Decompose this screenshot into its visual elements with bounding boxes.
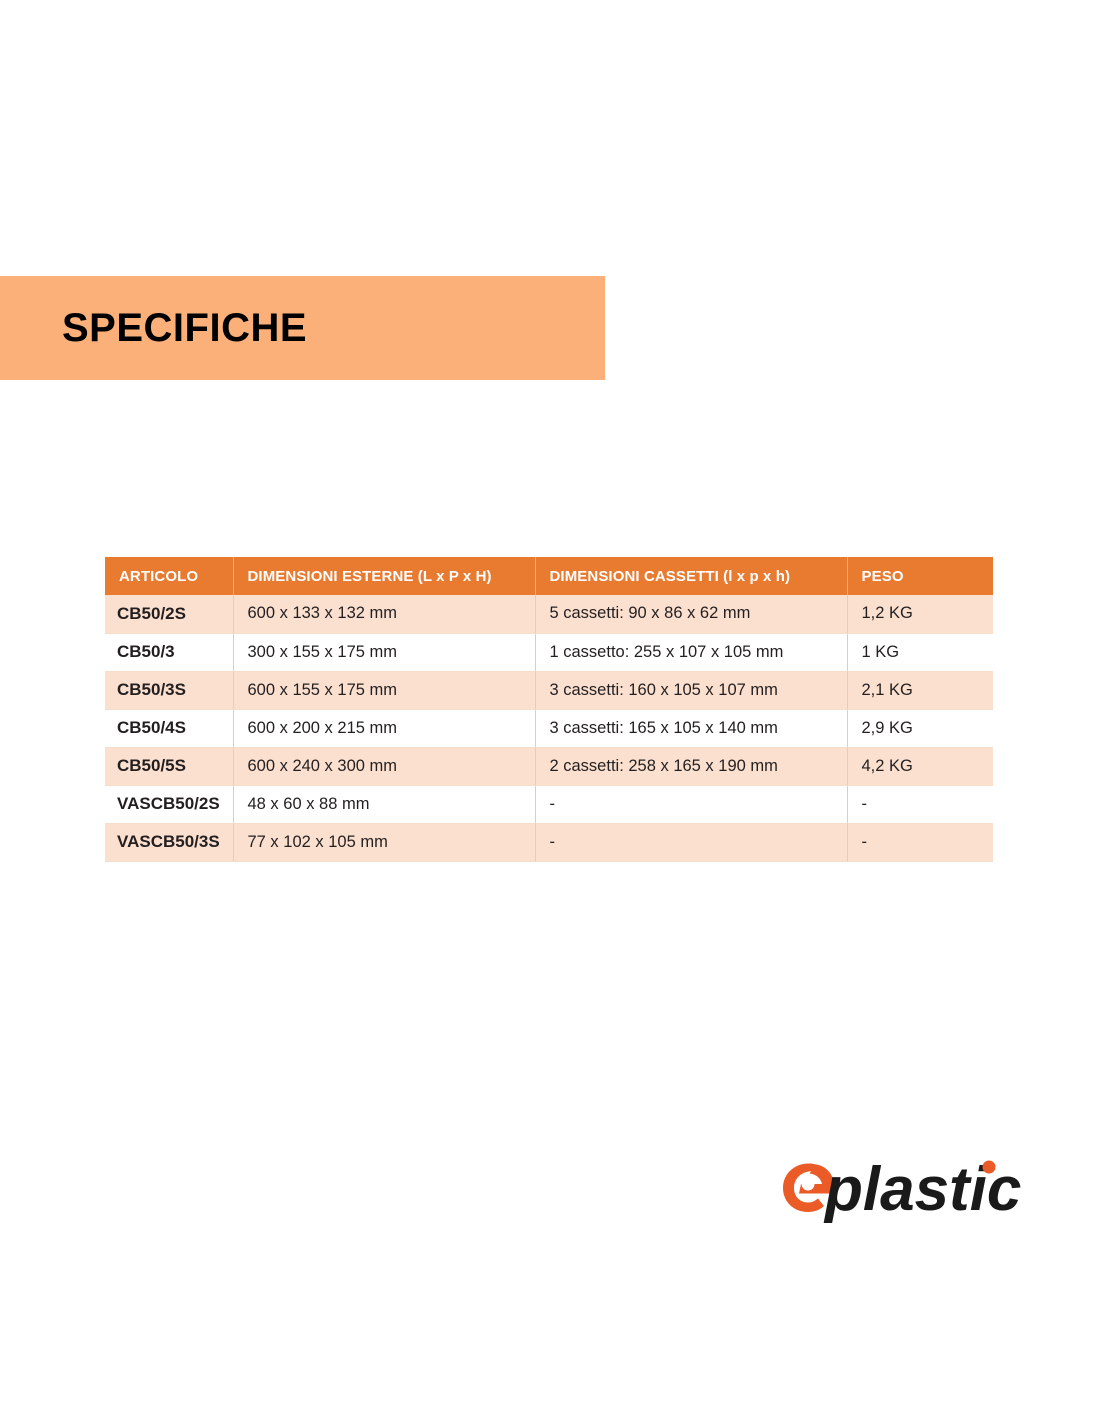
table-row: CB50/5S 600 x 240 x 300 mm 2 cassetti: 2…	[105, 747, 993, 786]
cell-peso: 2,1 KG	[847, 671, 993, 710]
specifications-table: ARTICOLO DIMENSIONI ESTERNE (L x P x H) …	[105, 557, 993, 862]
cell-dimensioni-esterne: 300 x 155 x 175 mm	[233, 633, 536, 672]
cell-dimensioni-cassetti: 3 cassetti: 160 x 105 x 107 mm	[535, 671, 848, 710]
cell-dimensioni-cassetti: -	[535, 785, 848, 824]
table-row: CB50/2S 600 x 133 x 132 mm 5 cassetti: 9…	[105, 595, 993, 634]
cell-peso: -	[847, 823, 993, 862]
cell-peso: -	[847, 785, 993, 824]
spec-table-container: ARTICOLO DIMENSIONI ESTERNE (L x P x H) …	[105, 557, 993, 862]
column-header-articolo: ARTICOLO	[105, 557, 234, 595]
cell-articolo: CB50/5S	[105, 747, 234, 786]
eplastic-e-swirl-icon	[783, 1163, 834, 1212]
cell-articolo: CB50/3S	[105, 671, 234, 710]
table-row: VASCB50/3S 77 x 102 x 105 mm - -	[105, 823, 993, 862]
table-header: ARTICOLO DIMENSIONI ESTERNE (L x P x H) …	[105, 557, 993, 595]
cell-peso: 1 KG	[847, 633, 993, 672]
table-row: CB50/3 300 x 155 x 175 mm 1 cassetto: 25…	[105, 633, 993, 672]
cell-dimensioni-esterne: 600 x 155 x 175 mm	[233, 671, 536, 710]
cell-dimensioni-cassetti: 5 cassetti: 90 x 86 x 62 mm	[535, 595, 848, 634]
cell-articolo: VASCB50/2S	[105, 785, 234, 824]
column-header-dimensioni-cassetti: DIMENSIONI CASSETTI (l x p x h)	[535, 557, 848, 595]
specifiche-banner: SPECIFICHE	[0, 276, 605, 380]
cell-dimensioni-esterne: 77 x 102 x 105 mm	[233, 823, 536, 862]
page-title: SPECIFICHE	[62, 305, 308, 350]
cell-dimensioni-cassetti: 2 cassetti: 258 x 165 x 190 mm	[535, 747, 848, 786]
cell-dimensioni-cassetti: 3 cassetti: 165 x 105 x 140 mm	[535, 709, 848, 748]
cell-dimensioni-esterne: 600 x 200 x 215 mm	[233, 709, 536, 748]
cell-dimensioni-esterne: 600 x 133 x 132 mm	[233, 595, 536, 634]
cell-articolo: VASCB50/3S	[105, 823, 234, 862]
cell-dimensioni-cassetti: 1 cassetto: 255 x 107 x 105 mm	[535, 633, 848, 672]
cell-articolo: CB50/4S	[105, 709, 234, 748]
table-body: CB50/2S 600 x 133 x 132 mm 5 cassetti: 9…	[105, 595, 993, 862]
cell-articolo: CB50/2S	[105, 595, 234, 634]
logo-i-dot-icon	[982, 1160, 996, 1174]
table-row: CB50/4S 600 x 200 x 215 mm 3 cassetti: 1…	[105, 709, 993, 748]
table-row: VASCB50/2S 48 x 60 x 88 mm - -	[105, 785, 993, 824]
cell-peso: 2,9 KG	[847, 709, 993, 748]
cell-peso: 4,2 KG	[847, 747, 993, 786]
cell-dimensioni-cassetti: -	[535, 823, 848, 862]
cell-dimensioni-esterne: 48 x 60 x 88 mm	[233, 785, 536, 824]
table-header-row: ARTICOLO DIMENSIONI ESTERNE (L x P x H) …	[105, 557, 993, 595]
column-header-peso: PESO	[847, 557, 993, 595]
cell-articolo: CB50/3	[105, 633, 234, 672]
table-row: CB50/3S 600 x 155 x 175 mm 3 cassetti: 1…	[105, 671, 993, 710]
eplastic-logo-svg: plastic	[783, 1155, 1021, 1224]
cell-peso: 1,2 KG	[847, 595, 993, 634]
column-header-dimensioni-esterne: DIMENSIONI ESTERNE (L x P x H)	[233, 557, 536, 595]
cell-dimensioni-esterne: 600 x 240 x 300 mm	[233, 747, 536, 786]
eplastic-logo: plastic	[775, 1150, 1045, 1230]
